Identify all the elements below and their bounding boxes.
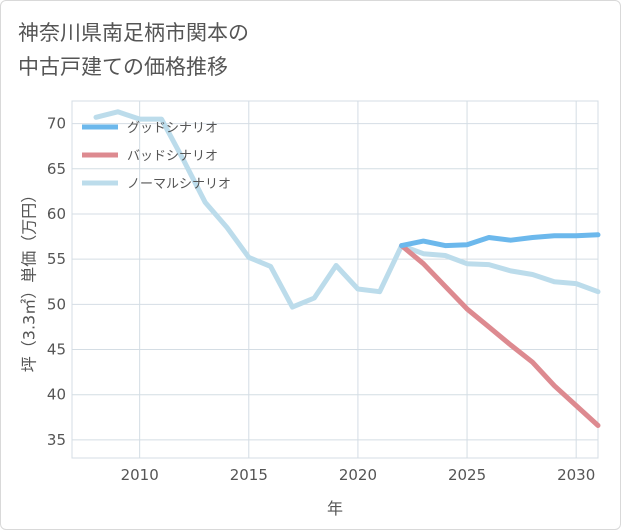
y-tick-label: 60 bbox=[47, 205, 66, 223]
x-tick-label: 2025 bbox=[448, 466, 486, 484]
x-tick-label: 2010 bbox=[121, 466, 159, 484]
chart-title-line-2: 中古戸建ての価格推移 bbox=[18, 55, 228, 79]
y-tick-label: 45 bbox=[47, 341, 66, 359]
y-tick-label: 40 bbox=[47, 386, 66, 404]
series-layer bbox=[93, 109, 601, 428]
plot-area-border bbox=[71, 100, 599, 459]
x-axis-title: 年 bbox=[327, 499, 343, 518]
grid bbox=[71, 100, 599, 459]
series-line-2 bbox=[93, 109, 601, 310]
x-tick-label: 2030 bbox=[557, 466, 595, 484]
y-tick-label: 55 bbox=[47, 250, 66, 268]
legend-label-0: グッドシナリオ bbox=[127, 121, 218, 136]
y-tick-label: 65 bbox=[47, 160, 66, 178]
chart-title: 神奈川県南足柄市関本の 中古戸建ての価格推移 bbox=[18, 16, 249, 84]
y-axis-title: 坪（3.3㎡）単価（万円） bbox=[20, 187, 39, 372]
y-tick-label: 50 bbox=[47, 295, 66, 313]
y-tick-label: 70 bbox=[47, 115, 66, 133]
ticks: 35 40 45 50 55 60 65 70 2010 2015 2020 2025 2030 bbox=[47, 115, 595, 484]
x-tick-label: 2015 bbox=[230, 466, 268, 484]
series-line-0 bbox=[399, 232, 601, 249]
series-line-1 bbox=[399, 243, 601, 428]
x-tick-label: 2020 bbox=[339, 466, 377, 484]
legend-label-2: ノーマルシナリオ bbox=[127, 177, 231, 192]
chart-title-line-1: 神奈川県南足柄市関本の bbox=[18, 21, 249, 45]
legend-label-1: バッドシナリオ bbox=[127, 149, 218, 164]
y-tick-label: 35 bbox=[47, 431, 66, 449]
